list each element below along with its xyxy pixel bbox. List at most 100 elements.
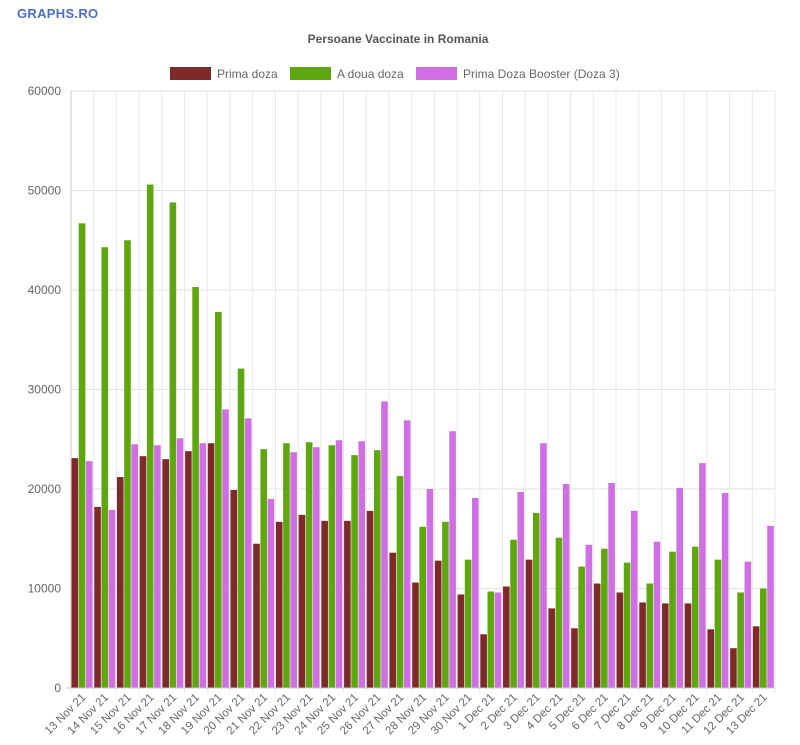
- bar-booster: [472, 497, 479, 688]
- bar-prima-doza: [616, 592, 624, 688]
- bar-a-doua-doza: [601, 548, 608, 688]
- y-tick-label: 60000: [28, 84, 62, 98]
- bar-a-doua-doza: [532, 512, 540, 688]
- bar-prima-doza: [571, 628, 578, 688]
- bar-booster: [313, 447, 320, 688]
- bar-prima-doza: [185, 451, 192, 688]
- bar-a-doua-doza: [487, 591, 495, 688]
- bar-prima-doza: [412, 582, 419, 688]
- bar-a-doua-doza: [260, 449, 268, 688]
- bar-booster: [244, 418, 252, 688]
- bar-a-doua-doza: [283, 443, 290, 688]
- bar-a-doua-doza: [124, 240, 131, 688]
- bar-prima-doza: [480, 634, 487, 688]
- bar-booster: [290, 452, 297, 688]
- bar-a-doua-doza: [351, 455, 358, 688]
- bar-booster: [767, 525, 774, 688]
- bar-prima-doza: [366, 510, 374, 688]
- bar-a-doua-doza: [510, 539, 517, 688]
- bar-booster: [721, 492, 729, 688]
- bar-prima-doza: [662, 603, 669, 688]
- y-tick-label: 10000: [28, 582, 62, 596]
- bar-a-doua-doza: [101, 247, 109, 688]
- bar-booster: [403, 420, 411, 688]
- bar-a-doua-doza: [237, 368, 245, 688]
- bar-booster: [85, 461, 93, 688]
- bar-booster: [426, 489, 434, 688]
- bar-prima-doza: [730, 648, 737, 688]
- legend-swatch: [416, 67, 457, 80]
- legend-label: Prima Doza Booster (Doza 3): [463, 67, 620, 81]
- bar-a-doua-doza: [737, 592, 744, 688]
- bar-prima-doza: [434, 560, 442, 688]
- y-tick-label: 50000: [28, 184, 62, 198]
- bar-prima-doza: [253, 543, 260, 688]
- bar-a-doua-doza: [215, 311, 222, 688]
- bar-booster: [676, 488, 684, 688]
- y-tick-label: 0: [54, 681, 61, 695]
- bar-prima-doza: [162, 459, 169, 688]
- bar-a-doua-doza: [146, 184, 154, 688]
- bar-a-doua-doza: [305, 442, 313, 688]
- bar-a-doua-doza: [464, 559, 472, 688]
- bar-booster: [517, 491, 525, 688]
- legend-label: A doua doza: [337, 67, 404, 81]
- bar-booster: [358, 441, 366, 688]
- bar-booster: [381, 401, 388, 688]
- bar-booster: [494, 592, 502, 688]
- bar-booster: [653, 541, 661, 688]
- bar-a-doua-doza: [442, 521, 449, 688]
- bar-prima-doza: [389, 552, 397, 688]
- bar-booster: [585, 544, 593, 688]
- bar-prima-doza: [139, 456, 147, 688]
- bar-booster: [699, 463, 706, 688]
- chart-legend: Prima doza A doua doza Prima Doza Booster …: [170, 67, 620, 81]
- bar-prima-doza: [503, 586, 510, 688]
- bar-prima-doza: [525, 559, 533, 688]
- chart-grid: [70, 90, 776, 693]
- bar-a-doua-doza: [555, 537, 563, 688]
- bar-booster: [108, 509, 116, 688]
- bar-prima-doza: [230, 489, 238, 688]
- legend-swatch: [170, 67, 211, 80]
- legend-label: Prima doza: [217, 67, 278, 81]
- bar-booster: [608, 483, 615, 688]
- bar-prima-doza: [71, 458, 79, 688]
- bar-booster: [176, 438, 184, 688]
- bar-booster: [131, 444, 138, 688]
- bar-a-doua-doza: [419, 526, 426, 688]
- y-axis: 0 10000 20000 30000 40000 50000 60000: [28, 84, 775, 695]
- bar-prima-doza: [94, 506, 101, 688]
- bar-booster: [222, 409, 229, 688]
- bar-a-doua-doza: [396, 476, 404, 688]
- bar-a-doua-doza: [714, 559, 722, 688]
- bar-prima-doza: [707, 629, 715, 688]
- brand-logo-text[interactable]: GRAPHS.RO: [17, 6, 99, 21]
- bar-a-doua-doza: [373, 450, 381, 688]
- bar-a-doua-doza: [78, 223, 86, 688]
- bar-prima-doza: [639, 602, 646, 688]
- bar-a-doua-doza: [578, 566, 585, 688]
- bar-booster: [154, 445, 161, 688]
- bar-booster: [630, 510, 638, 688]
- bar-a-doua-doza: [691, 546, 699, 688]
- bar-booster: [562, 484, 570, 688]
- bar-prima-doza: [548, 608, 556, 688]
- bar-prima-doza: [207, 443, 215, 688]
- legend-swatch: [290, 67, 331, 80]
- bar-booster: [199, 443, 207, 688]
- y-tick-label: 30000: [28, 383, 62, 397]
- y-tick-label: 20000: [28, 482, 62, 496]
- bar-booster: [335, 440, 343, 688]
- bar-prima-doza: [321, 520, 328, 688]
- bar-prima-doza: [593, 583, 601, 688]
- bar-prima-doza: [275, 521, 283, 688]
- bar-prima-doza: [344, 520, 351, 688]
- bar-a-doua-doza: [169, 202, 177, 688]
- bar-booster: [449, 431, 456, 688]
- chart-title: Persoane Vaccinate in Romania: [308, 32, 489, 46]
- chart-bars: [71, 184, 774, 688]
- bar-prima-doza: [457, 594, 465, 688]
